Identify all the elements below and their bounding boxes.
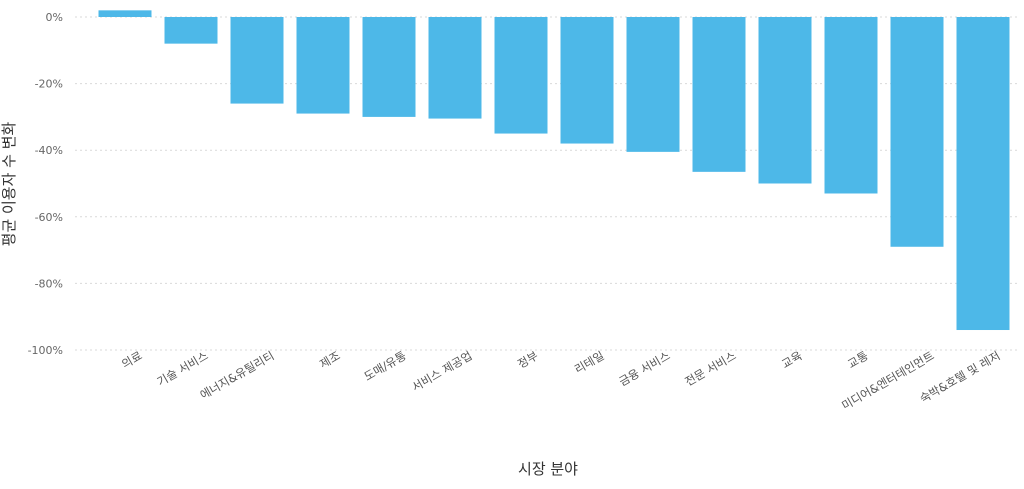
bar	[230, 17, 284, 104]
y-tick-label: -40%	[35, 144, 63, 157]
bar	[296, 17, 350, 114]
bar	[758, 17, 812, 184]
x-tick-label: 정부	[515, 348, 540, 371]
bar	[98, 10, 152, 17]
bar	[560, 17, 614, 144]
x-tick-label: 기술 서비스	[155, 348, 211, 388]
x-axis-title: 시장 분야	[518, 460, 578, 478]
bar	[164, 17, 218, 44]
x-tick-label: 의료	[119, 348, 144, 371]
bar	[494, 17, 548, 134]
x-tick-label: 전문 서비스	[683, 348, 739, 388]
x-tick-label: 도매/유통	[361, 348, 408, 383]
y-tick-label: -100%	[28, 344, 63, 357]
bar	[362, 17, 416, 117]
bar	[956, 17, 1010, 331]
x-tick-label: 제조	[317, 348, 342, 371]
x-tick-label: 서비스 제공업	[409, 348, 474, 394]
y-tick-label: 0%	[46, 11, 63, 24]
x-tick-label: 교통	[845, 348, 870, 371]
x-tick-label: 금융 서비스	[617, 348, 673, 388]
y-axis-ticks: 0% -20% -40% -60% -80% -100%	[28, 11, 63, 357]
bar	[824, 17, 878, 194]
x-tick-label: 에너지&유틸리티	[198, 348, 277, 402]
y-axis-title: 평균 이용자 수 변화	[0, 121, 18, 246]
x-tick-label: 교육	[779, 348, 804, 371]
y-tick-label: -80%	[35, 277, 63, 290]
bar	[626, 17, 680, 152]
y-tick-label: -60%	[35, 211, 63, 224]
x-tick-label: 리테일	[572, 348, 606, 376]
bar	[890, 17, 944, 247]
y-tick-label: -20%	[35, 78, 63, 91]
bar	[428, 17, 482, 119]
bars	[98, 10, 1010, 331]
bar	[692, 17, 746, 172]
